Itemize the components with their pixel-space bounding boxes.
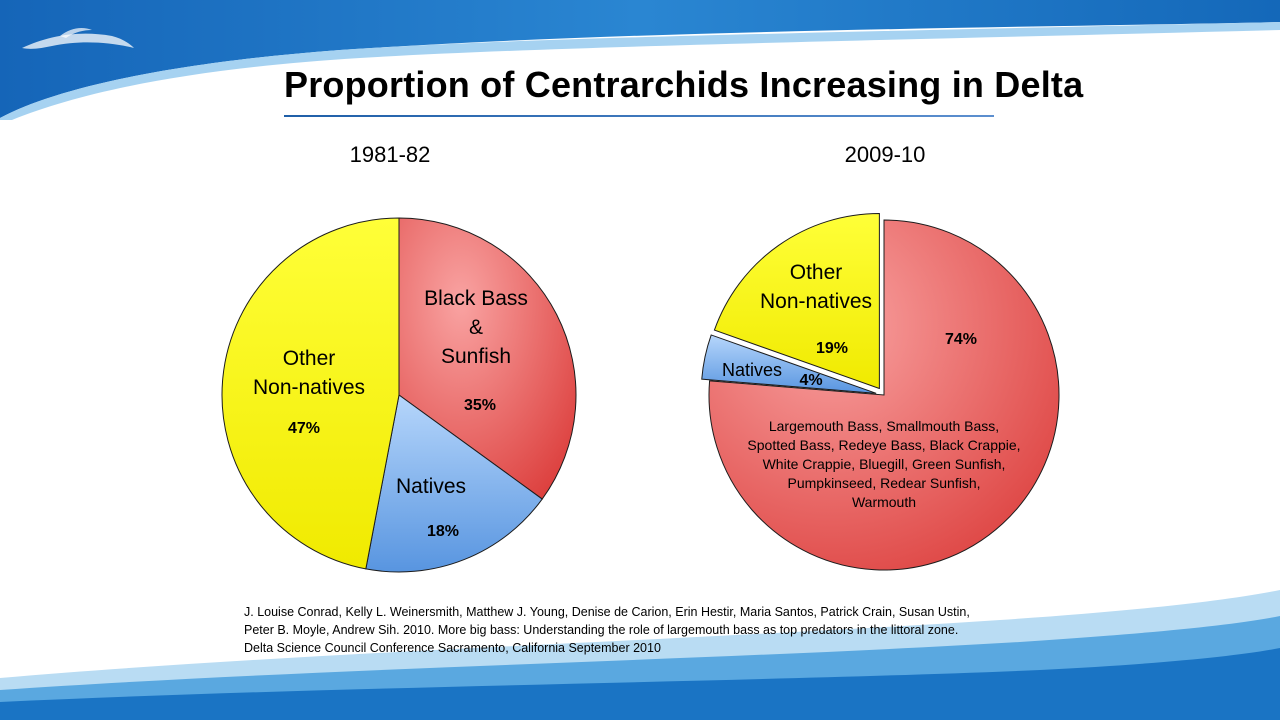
pie-1981-82 <box>221 217 577 573</box>
pie-2-value-black-bass: 74% <box>945 331 977 348</box>
pie-2-label-other-2: Non-natives <box>760 290 872 313</box>
pie-2-value-other: 19% <box>816 340 848 357</box>
pie-1-label-other-2: Non-natives <box>253 376 365 399</box>
footer-wave-decoration <box>0 590 1280 720</box>
pie-1-label-black-bass-1: Black Bass <box>424 287 528 310</box>
citation-line: Peter B. Moyle, Andrew Sih. 2010. More b… <box>244 623 959 637</box>
pie-1-label-other-1: Other <box>283 347 336 370</box>
citation-line: Delta Science Council Conference Sacrame… <box>244 641 661 655</box>
pie-1-value-other: 47% <box>288 420 320 437</box>
pie-1-label-black-bass-2: & <box>469 316 483 339</box>
pie-2-value-natives: 4% <box>799 372 822 389</box>
pie-1-label-black-bass-3: Sunfish <box>441 345 511 368</box>
pie-2-species-line-1: Largemouth Bass, Smallmouth Bass, <box>769 418 999 434</box>
header-wave-decoration <box>0 0 1280 120</box>
pie-2-label-other-1: Other <box>790 261 843 284</box>
pie-1-slice-natives <box>365 394 543 573</box>
pie-2-species-line-2: Spotted Bass, Redeye Bass, Black Crappie… <box>747 437 1020 453</box>
pie-2-species-line-5: Warmouth <box>852 494 916 510</box>
pie-2-slice-black-bass-sunfish <box>708 219 1060 571</box>
pie-1-title: 1981-82 <box>349 142 431 167</box>
pie-1-value-natives: 18% <box>427 523 459 540</box>
pie-2-slice-other-non-natives <box>713 212 880 390</box>
pie-2-slice-natives <box>701 334 877 394</box>
citation-line: J. Louise Conrad, Kelly L. Weinersmith, … <box>244 605 970 619</box>
logo-swoosh-icon <box>22 33 134 49</box>
slide-title: Proportion of Centrarchids Increasing in… <box>284 64 1084 105</box>
citation: J. Louise Conrad, Kelly L. Weinersmith, … <box>244 603 1074 657</box>
pie-1-label-natives: Natives <box>396 475 466 498</box>
pie-1-slice-black-bass-sunfish <box>398 217 577 500</box>
pie-1-value-black-bass: 35% <box>464 397 496 414</box>
pie-2-species-line-3: White Crappie, Bluegill, Green Sunfish, <box>763 456 1006 472</box>
pie-2-species-line-4: Pumpkinseed, Redear Sunfish, <box>788 475 981 491</box>
pie-2009-10 <box>701 212 1060 571</box>
pie-2-label-natives: Natives <box>722 360 782 380</box>
pie-1-slice-other-non-natives <box>221 217 400 570</box>
pie-2-title: 2009-10 <box>844 142 926 167</box>
title-underline <box>284 115 994 117</box>
